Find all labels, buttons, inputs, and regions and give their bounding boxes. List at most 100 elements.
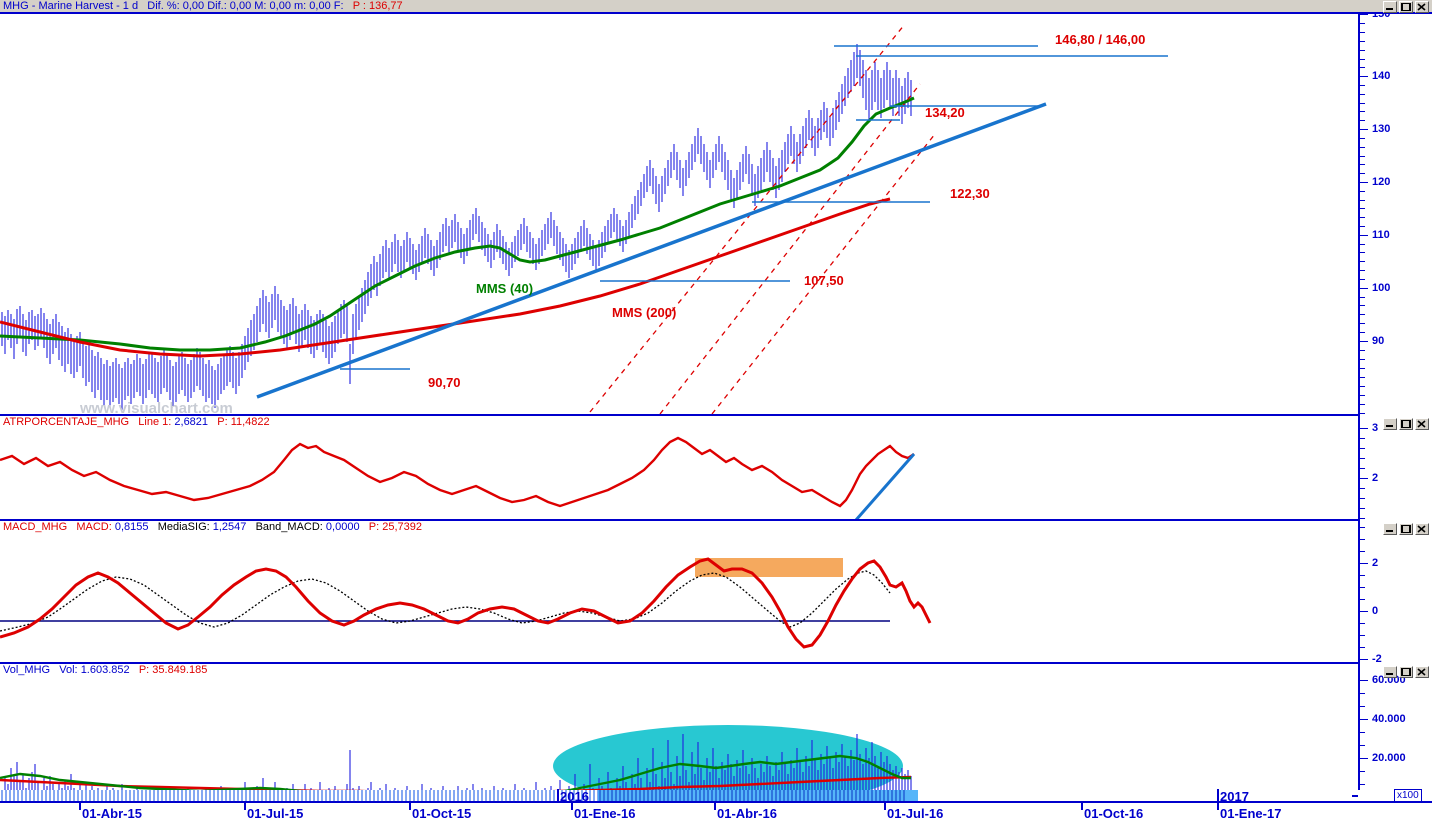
close-button[interactable]	[1415, 1, 1429, 13]
macd-highlight-box	[695, 558, 843, 577]
price-channel-lines	[589, 23, 936, 414]
macd-axis: 2 0 -2	[1358, 519, 1432, 662]
macd-sig-value: 1,2547	[212, 521, 247, 533]
macd-minimize-button[interactable]	[1383, 523, 1397, 535]
price-axis-label-100: 100	[1372, 282, 1391, 294]
volume-close-button[interactable]	[1415, 666, 1429, 678]
x-axis-label-2: 01-Oct-15	[412, 806, 472, 821]
atr-indicator-name: ATRPORCENTAJE_MHG	[3, 416, 130, 428]
price-axis-label-140: 140	[1372, 70, 1391, 82]
atr-maximize-button[interactable]	[1399, 418, 1413, 430]
year-marker-2016: 2016	[560, 789, 589, 804]
window-title-price: P : 136,77	[352, 0, 403, 12]
macd-indicator-name: MACD_MHG	[3, 521, 68, 533]
window-title: MHG - Marine Harvest - 1 d Dif. %: 0,00 …	[3, 0, 403, 13]
volume-mms20-line	[0, 754, 911, 790]
volume-vol-value: 1.603.852	[80, 664, 130, 676]
volume-p-value: 35.849.185	[152, 664, 208, 676]
x-tick-2	[409, 801, 411, 810]
macd-key: MACD:	[76, 521, 112, 533]
macd-signal-line	[0, 570, 891, 632]
price-trendlines	[256, 102, 1047, 399]
x-axis-label-5: 01-Jul-16	[887, 806, 944, 821]
macd-axis-label-neg2: -2	[1372, 653, 1382, 662]
atr-p-key: P:	[217, 416, 228, 428]
mms200-line	[0, 197, 891, 358]
x-tick-6	[1081, 801, 1083, 810]
macd-close-button[interactable]	[1415, 523, 1429, 535]
window-titlebar: MHG - Marine Harvest - 1 d Dif. %: 0,00 …	[0, 0, 1432, 14]
price-axis-label-130: 130	[1372, 123, 1391, 135]
price-axis-label-90: 90	[1372, 335, 1385, 347]
atr-axis-label-3: 3	[1372, 422, 1379, 434]
volume-vol-key: Vol:	[59, 664, 78, 676]
volume-axis: 60.000 40.000 20.000	[1358, 662, 1432, 790]
x-axis-label-6: 01-Oct-16	[1084, 806, 1144, 821]
x-axis-label-7: 01-Ene-17	[1220, 806, 1282, 821]
macd-p-key: P:	[368, 521, 380, 533]
macd-sig-key: MediaSIG:	[157, 521, 210, 533]
volume-panel-header: Vol_MHG Vol: 1.603.852 P: 35.849.185	[3, 664, 207, 677]
macd-plot[interactable]	[0, 535, 1358, 662]
macd-panel-controls	[1383, 523, 1429, 535]
maximize-button[interactable]	[1399, 1, 1413, 13]
atr-panel-divider	[0, 414, 1358, 416]
atr-axis: 3 2	[1358, 414, 1432, 519]
macd-axis-label-0: 0	[1372, 605, 1379, 617]
atr-line	[0, 436, 915, 508]
atr-minimize-button[interactable]	[1383, 418, 1397, 430]
volume-p-key: P:	[138, 664, 150, 676]
x-axis-label-4: 01-Abr-16	[717, 806, 777, 821]
macd-line	[0, 557, 932, 649]
minimize-button[interactable]	[1383, 1, 1397, 13]
level-label-134: 134,20	[925, 105, 965, 120]
atr-panel-header: ATRPORCENTAJE_MHG Line 1: 2,6821 P: 11,4…	[3, 416, 270, 429]
price-axis-label-120: 120	[1372, 176, 1391, 188]
x-tick-1	[244, 801, 246, 810]
x-tick-0	[79, 801, 81, 810]
x-tick-5	[884, 801, 886, 810]
price-axis-label-110: 110	[1372, 229, 1390, 241]
mms40-line	[0, 96, 915, 352]
x-tick-4	[714, 801, 716, 810]
macd-panel-divider	[0, 519, 1358, 521]
x-axis-scroll-strip[interactable]	[0, 790, 1432, 802]
price-axis-label-150: 150	[1372, 14, 1391, 20]
macd-axis-label-2: 2	[1372, 557, 1379, 569]
year-tick-2017	[1217, 789, 1219, 801]
volume-minimize-button[interactable]	[1383, 666, 1397, 678]
volume-panel: Vol_MHG Vol: 1.603.852 P: 35.849.185	[0, 662, 1432, 790]
x-axis[interactable]	[0, 801, 1432, 823]
mms200-label: MMS (200)	[612, 305, 677, 320]
atr-panel: ATRPORCENTAJE_MHG Line 1: 2,6821 P: 11,4…	[0, 414, 1432, 519]
volume-mms200-line	[0, 775, 912, 790]
year-tick-2016	[557, 789, 559, 801]
volume-axis-label-60000: 60.000	[1372, 674, 1406, 686]
watermark: www.visualchart.com	[80, 400, 233, 414]
macd-p-value: 25,7392	[382, 521, 422, 533]
atr-close-button[interactable]	[1415, 418, 1429, 430]
x-axis-label-0: 01-Abr-15	[82, 806, 142, 821]
atr-p-value: 11,4822	[230, 416, 270, 428]
atr-panel-controls	[1383, 418, 1429, 430]
x-tick-7	[1217, 801, 1219, 810]
macd-panel: MACD_MHG MACD: 0,8155 MediaSIG: 1,2547 B…	[0, 519, 1432, 662]
macd-panel-header: MACD_MHG MACD: 0,8155 MediaSIG: 1,2547 B…	[3, 521, 422, 534]
macd-band-key: Band_MACD:	[255, 521, 323, 533]
level-label-90: 90,70	[428, 375, 461, 390]
x-axis-label-3: 01-Ene-16	[574, 806, 636, 821]
volume-plot[interactable]	[0, 678, 1358, 790]
macd-band-value: 0,0000	[325, 521, 360, 533]
window-title-stats: Dif. %: 0,00 Dif.: 0,00 M: 0,00 m: 0,00 …	[147, 0, 344, 12]
level-label-107: 107,50	[804, 273, 844, 288]
volume-axis-label-20000: 20.000	[1372, 752, 1406, 764]
atr-plot[interactable]	[0, 432, 1358, 519]
price-plot[interactable]	[0, 14, 1358, 414]
atr-trendline	[854, 453, 916, 519]
macd-maximize-button[interactable]	[1399, 523, 1413, 535]
volume-maximize-button[interactable]	[1399, 666, 1413, 678]
mms40-label: MMS (40)	[476, 281, 534, 296]
macd-value: 0,8155	[114, 521, 149, 533]
x-axis-label-1: 01-Jul-15	[247, 806, 304, 821]
